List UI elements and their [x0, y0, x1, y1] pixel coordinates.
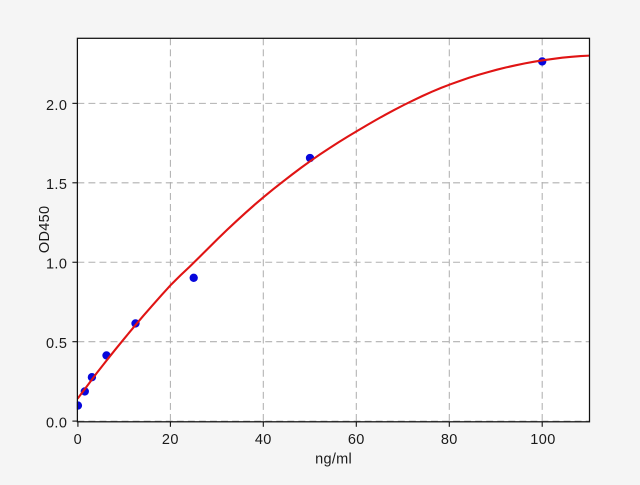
svg-text:60: 60	[348, 432, 365, 448]
svg-text:20: 20	[162, 432, 179, 448]
svg-text:0: 0	[74, 432, 82, 448]
svg-text:2.0: 2.0	[46, 98, 67, 114]
svg-text:0.5: 0.5	[46, 336, 67, 352]
svg-text:40: 40	[255, 432, 272, 448]
svg-text:1.0: 1.0	[46, 257, 67, 273]
svg-text:100: 100	[530, 432, 555, 448]
svg-text:OD450: OD450	[37, 206, 53, 253]
svg-text:1.5: 1.5	[46, 177, 67, 193]
svg-text:80: 80	[441, 432, 458, 448]
svg-text:ng/ml: ng/ml	[315, 452, 352, 468]
svg-text:0.0: 0.0	[46, 416, 67, 432]
